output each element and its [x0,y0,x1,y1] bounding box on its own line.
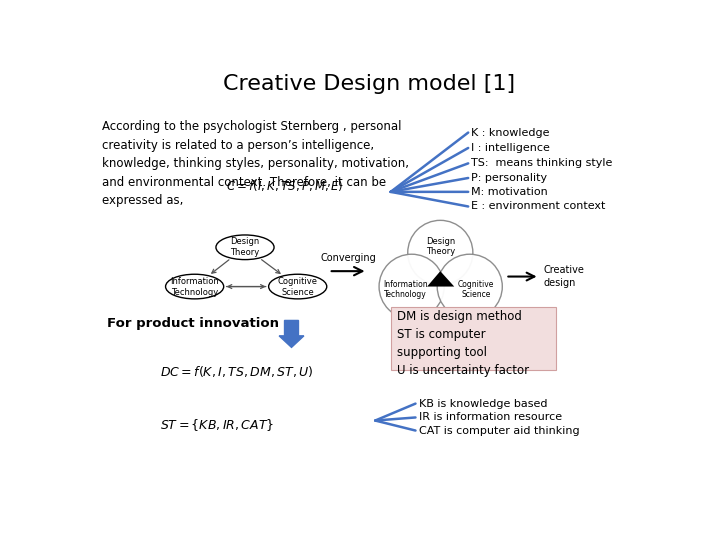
Text: $DC = f(K, I, TS, DM, ST, U)$: $DC = f(K, I, TS, DM, ST, U)$ [160,363,313,379]
Text: Creative Design model [1]: Creative Design model [1] [223,74,515,94]
Ellipse shape [166,274,224,299]
Text: M: motivation: M: motivation [472,187,548,197]
Text: Converging: Converging [320,253,376,262]
Circle shape [437,254,503,319]
Text: Design
Theory: Design Theory [426,237,455,256]
Polygon shape [427,271,454,287]
Text: Creative
design: Creative design [544,265,584,288]
Text: $C = f(I, K, TS, P, M, E)$: $C = f(I, K, TS, P, M, E)$ [225,178,343,193]
Text: P: personality: P: personality [472,173,547,183]
Ellipse shape [216,235,274,260]
Text: DM is design method
ST is computer
supporting tool
U is uncertainty factor: DM is design method ST is computer suppo… [397,310,529,377]
Text: KB is knowledge based: KB is knowledge based [418,399,547,409]
FancyBboxPatch shape [392,307,556,370]
Text: Cognitive
Science: Cognitive Science [278,276,318,296]
Text: K : knowledge: K : knowledge [472,127,550,138]
Text: $ST = \{KB, IR, CAT\}$: $ST = \{KB, IR, CAT\}$ [160,417,274,434]
Text: Cognitive
Science: Cognitive Science [458,280,494,299]
Text: E : environment context: E : environment context [472,201,606,212]
Circle shape [379,254,444,319]
Text: IR is information resource: IR is information resource [418,413,562,422]
Ellipse shape [269,274,327,299]
Text: Information
Technology: Information Technology [170,276,219,296]
Text: CAT is computer aid thinking: CAT is computer aid thinking [418,426,579,436]
FancyArrow shape [279,320,304,347]
Text: Information
Technology: Information Technology [383,280,428,299]
Text: Design
Theory: Design Theory [230,237,260,258]
Text: For product innovation: For product innovation [107,318,279,330]
Text: I : intelligence: I : intelligence [472,143,550,153]
Text: TS:  means thinking style: TS: means thinking style [472,158,613,168]
Text: According to the psychologist Sternberg , personal
creativity is related to a pe: According to the psychologist Sternberg … [102,120,409,207]
Circle shape [408,220,473,285]
